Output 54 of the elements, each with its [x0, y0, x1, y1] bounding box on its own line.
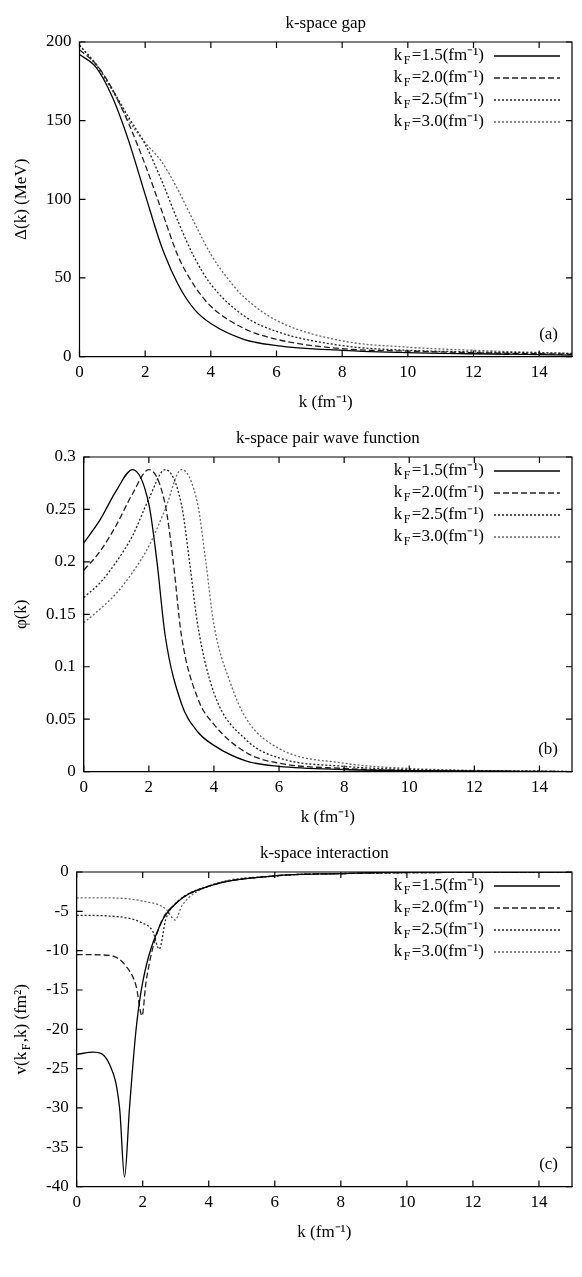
y-tick-label: -40 — [45, 1176, 69, 1196]
y-tick-label: -30 — [45, 1097, 69, 1117]
y-tick-label: -5 — [54, 900, 69, 920]
y-axis-title: v(kF,k) (fm²) — [11, 984, 34, 1075]
x-tick-label: 2 — [144, 777, 154, 797]
x-tick-label: 14 — [530, 362, 549, 382]
y-tick-label: 0 — [63, 346, 72, 366]
annotation: (c) — [539, 1154, 559, 1174]
x-tick-label: 2 — [138, 1192, 147, 1212]
x-tick-label: 6 — [270, 1192, 280, 1212]
x-tick-label: 14 — [530, 777, 549, 797]
y-tick-label: -15 — [45, 979, 69, 999]
y-tick-label: 0.3 — [54, 446, 76, 466]
x-tick-label: 14 — [530, 1192, 548, 1212]
y-tick-label: 0 — [67, 761, 76, 781]
x-axis-title: k (fm⁻¹) — [297, 1222, 352, 1242]
y-tick-label: 0.15 — [46, 603, 76, 623]
y-tick-label: -25 — [45, 1058, 69, 1078]
y-tick-label: 50 — [54, 267, 72, 287]
chart-title: k-space gap — [285, 13, 367, 33]
y-tick-label: -10 — [45, 940, 69, 960]
y-tick-label: -20 — [45, 1018, 69, 1038]
x-tick-label: 12 — [465, 777, 483, 797]
annotation: (a) — [539, 324, 559, 344]
x-tick-label: 8 — [337, 362, 347, 382]
x-tick-label: 6 — [272, 362, 281, 382]
annotation: (b) — [538, 739, 559, 759]
y-tick-label: -35 — [45, 1136, 69, 1156]
x-tick-label: 4 — [204, 1192, 214, 1212]
y-tick-label: 0.05 — [46, 708, 76, 728]
y-tick-label: 150 — [46, 110, 72, 130]
x-tick-label: 10 — [400, 777, 418, 797]
x-tick-label: 10 — [398, 1192, 416, 1212]
x-tick-label: 4 — [206, 362, 216, 382]
x-tick-label: 2 — [140, 362, 150, 382]
chart-title: k-space interaction — [259, 843, 390, 863]
x-axis-title: k (fm⁻¹) — [300, 807, 355, 827]
y-tick-label: 0 — [60, 861, 69, 881]
y-tick-label: 0.25 — [46, 498, 76, 518]
x-tick-label: 8 — [339, 777, 349, 797]
y-tick-label: 100 — [46, 188, 72, 208]
x-tick-label: 6 — [274, 777, 284, 797]
x-axis-title: k (fm⁻¹) — [298, 392, 353, 412]
y-tick-label: 0.1 — [54, 656, 76, 676]
x-tick-label: 4 — [209, 777, 219, 797]
y-axis-title: Δ(k) (MeV) — [11, 158, 31, 240]
chart-title: k-space pair wave function — [236, 428, 421, 448]
x-tick-label: 8 — [336, 1192, 346, 1212]
y-axis-title: φ(k) — [11, 599, 31, 630]
y-tick-label: 200 — [46, 31, 72, 51]
x-tick-label: 10 — [399, 362, 417, 382]
y-tick-label: 0.2 — [54, 551, 76, 571]
x-tick-label: 12 — [465, 362, 482, 382]
x-tick-label: 12 — [464, 1192, 482, 1212]
